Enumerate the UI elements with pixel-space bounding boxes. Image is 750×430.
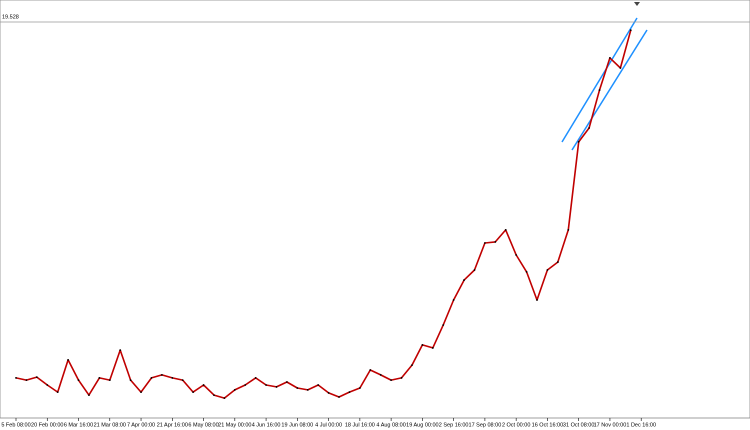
x-tick-label: 19 Aug 00:00 [406,422,438,428]
price-point [421,344,424,346]
price-point [254,377,257,379]
price-point [577,140,580,143]
x-tick-label: 17 Sep 08:00 [469,422,502,428]
price-point [181,379,184,382]
x-tick-label: 21 May 00:00 [218,422,251,428]
price-point [265,384,267,386]
x-tick-label: 17 Nov 00:00 [594,422,627,428]
price-point [348,391,351,394]
price-point [244,384,247,386]
price-label: 19.528 [2,14,19,20]
price-point [306,389,309,391]
price-point [619,67,622,69]
x-tick-label: 1 Dec 16:00 [626,422,656,428]
price-point [160,374,163,376]
price-point [317,384,320,386]
x-tick-label: 19 Jun 08:00 [281,422,313,428]
price-series [15,29,632,399]
price-point [108,379,111,382]
price-point [296,387,299,389]
x-tick-label: 2 Sep 16:00 [439,422,469,428]
price-point [77,379,80,382]
price-point [358,387,361,389]
price-point [598,89,601,91]
price-point [15,377,17,379]
price-point [140,391,142,394]
price-point [119,349,122,352]
x-tick-label: 21 Apr 16:00 [157,422,188,428]
price-point [494,241,497,243]
price-point [88,394,90,397]
price-point [223,397,226,400]
price-point [213,394,215,397]
price-point [369,369,372,371]
x-tick-label: 4 Aug 08:00 [376,422,405,428]
price-point [546,269,549,271]
price-point [67,359,69,361]
price-point [452,299,455,301]
price-point [35,376,38,379]
price-point [484,242,486,244]
price-point [25,379,28,382]
price-point [286,381,288,383]
channel-upper [561,17,638,143]
price-point [400,377,403,379]
price-point [431,347,434,349]
x-tick-label: 21 Mar 08:00 [94,422,126,428]
price-point [192,391,195,394]
price-point [567,229,570,231]
channel-lower [571,29,648,151]
price-point [463,279,465,281]
x-tick-label: 2 Oct 00:00 [502,422,530,428]
x-tick-label: 5 Feb 08:00 [1,422,30,428]
price-point [536,299,538,301]
x-tick-label: 16 Oct 16:00 [532,422,564,428]
price-point [129,379,132,382]
shift-marker [634,2,640,6]
price-point [473,269,476,271]
plot-frame [0,0,750,419]
price-point [327,392,330,394]
price-point [588,127,590,129]
x-tick-label: 4 Jul 00:00 [315,422,342,428]
x-tick-label: 18 Jul 16:00 [345,422,375,428]
price-point [411,364,413,367]
x-tick-label: 4 Jun 16:00 [252,422,281,428]
price-point [629,29,632,32]
price-point [525,270,528,273]
price-point [609,57,611,59]
price-point [233,389,236,391]
x-tick-label: 6 Mar 16:00 [64,422,93,428]
price-point [56,391,59,394]
price-point [46,384,49,386]
x-tick-label: 20 Feb 00:00 [31,422,63,428]
x-tick-label: 7 Apr 00:00 [127,422,155,428]
price-point [275,386,278,388]
price-point [442,324,445,326]
x-tick-label: 31 Oct 08:00 [563,422,595,428]
price-point [556,261,559,263]
price-point [98,377,101,379]
price-point [390,379,393,382]
x-tick-label: 6 May 08:00 [188,422,218,428]
price-point [171,377,174,379]
price-point [150,377,153,379]
price-point [338,396,340,398]
price-point [379,374,382,376]
price-point [202,384,205,386]
price-point [504,229,507,231]
price-point [515,254,518,256]
